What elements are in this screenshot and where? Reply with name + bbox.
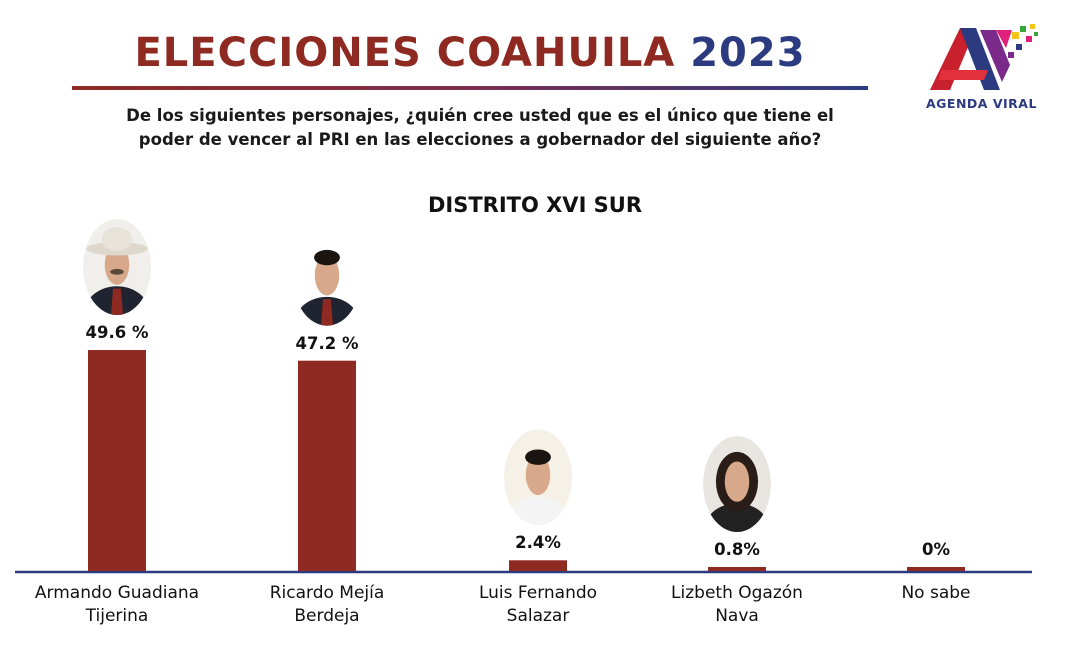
agenda-viral-logo-icon [930, 24, 1038, 90]
value-label-5: 0% [921, 540, 950, 559]
title-year: 2023 [690, 30, 806, 76]
chart-title: DISTRITO XVI SUR [427, 193, 643, 217]
logo-text: AGENDA VIRAL [926, 96, 1037, 111]
page-title: ELECCIONES COAHUILA 2023 [70, 30, 870, 76]
category-label-2: Ricardo Mejía Berdeja [217, 582, 437, 628]
bar-2 [298, 360, 356, 571]
question-line-1: De los siguientes personajes, ¿quién cre… [126, 106, 834, 125]
category-label-line: Lizbeth Ogazón [671, 583, 803, 603]
category-label-line: Nava [715, 606, 759, 626]
category-label-line: Luis Fernando [478, 583, 598, 603]
candidate-photo-2 [293, 229, 361, 326]
candidate-photo-1 [83, 219, 151, 315]
category-label-4: Lizbeth Ogazón Nava [627, 582, 847, 628]
value-label-4: 0.8% [714, 540, 760, 559]
value-label-2: 47.2 % [295, 333, 359, 353]
question-line-2: poder de vencer al PRI en las elecciones… [138, 130, 822, 149]
bar-4 [708, 567, 766, 571]
category-label-1: Armando Guadiana Tijerina [7, 582, 227, 628]
category-label-3: Luis Fernando Salazar [428, 582, 648, 628]
value-label-1: 49.6 % [85, 323, 149, 342]
category-label-line: Armando Guadiana [34, 583, 200, 603]
survey-question: De los siguientes personajes, ¿quién cre… [60, 104, 900, 152]
category-label-5: No sabe [826, 582, 1046, 605]
candidate-photo-4 [703, 436, 771, 532]
bar-3 [509, 560, 567, 571]
title-underline [72, 86, 868, 90]
title-main: ELECCIONES COAHUILA [134, 30, 676, 76]
category-label-line: Salazar [506, 606, 570, 626]
value-label-3: 2.4% [515, 533, 561, 553]
candidate-photo-3 [504, 429, 572, 526]
category-label-line: Ricardo Mejía [269, 583, 385, 603]
bar-5 [907, 567, 965, 571]
category-label-line: Tijerina [85, 606, 149, 626]
category-label-line: Berdeja [294, 606, 360, 626]
category-label-line: No sabe [901, 583, 971, 603]
bar-1 [88, 350, 146, 571]
